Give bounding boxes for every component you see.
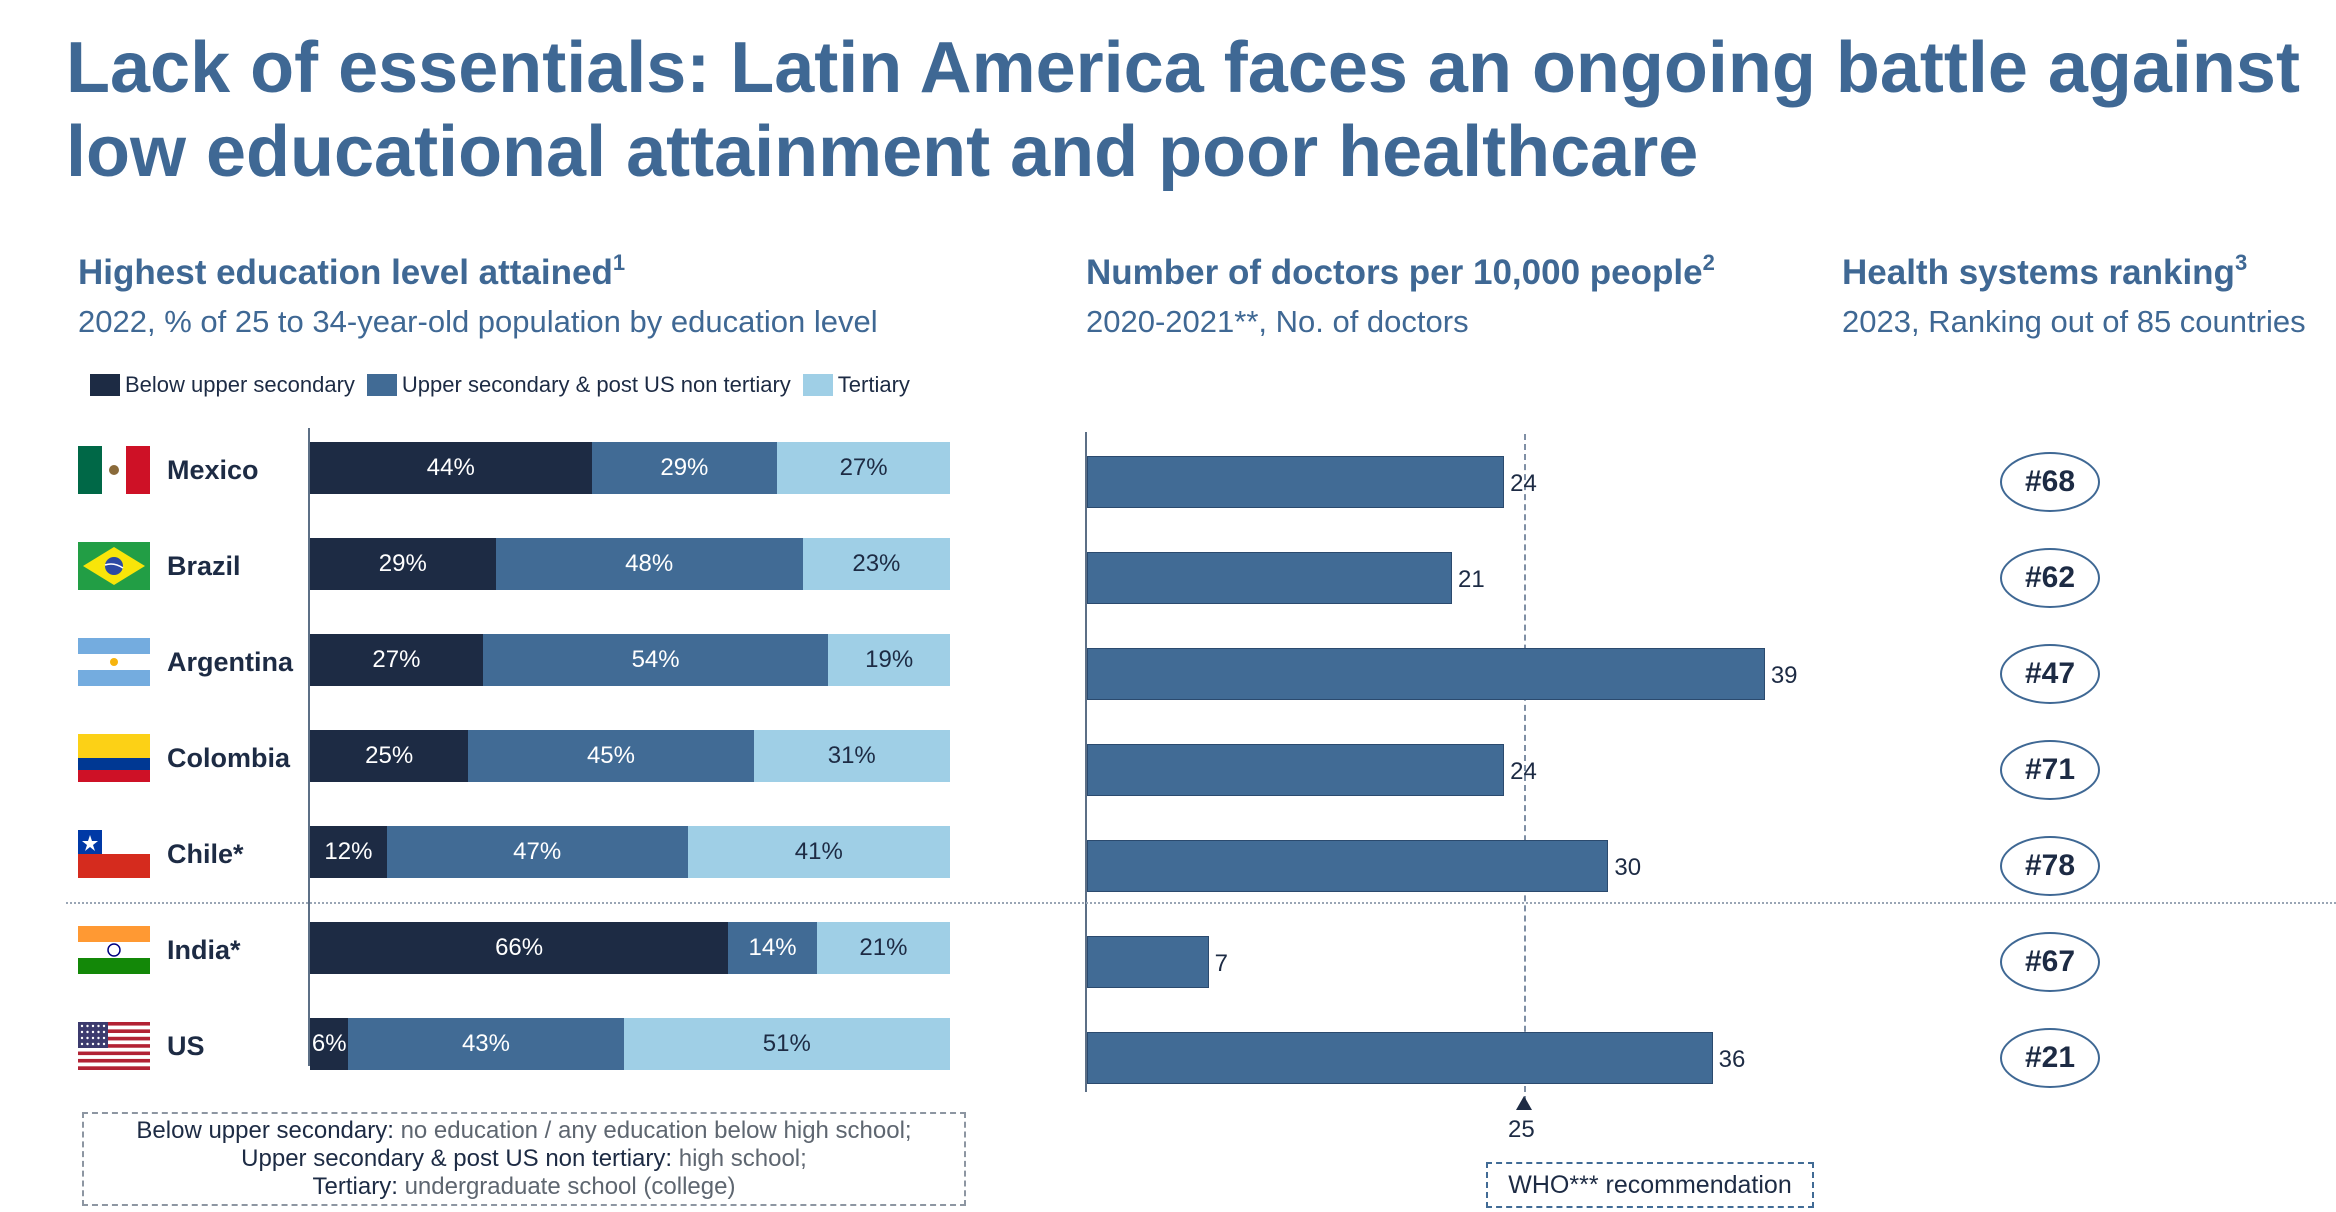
education-bar-chile: 12% 47% 41%	[310, 826, 950, 878]
doctors-value-argentina: 39	[1770, 662, 1798, 689]
legend-label-tertiary: Tertiary	[837, 372, 910, 397]
doctors-value-india: 7	[1214, 950, 1229, 977]
ranking-badge-colombia: #71	[2000, 740, 2100, 800]
education-segment-below-india: 66%	[310, 922, 729, 974]
ranking-section-subtitle: 2023, Ranking out of 85 countries	[1842, 304, 2306, 339]
education-segment-tert-us: 51%	[623, 1018, 950, 1070]
education-bar-us: 6% 43% 51%	[310, 1018, 950, 1070]
education-segment-below-mexico: 44%	[310, 442, 592, 494]
education-section-subtitle: 2022, % of 25 to 34-year-old population …	[78, 304, 878, 339]
education-bar-brazil: 29% 48% 23%	[310, 538, 950, 590]
ranking-badge-chile: #78	[2000, 836, 2100, 896]
legend-item-below: Below upper secondary	[90, 372, 355, 398]
group-divider	[66, 902, 2336, 904]
country-label-india: India*	[167, 935, 241, 965]
country-label-colombia: Colombia	[167, 743, 291, 773]
ranking-badge-argentina: #47	[2000, 644, 2100, 704]
who-marker-triangle-icon	[1516, 1096, 1532, 1110]
doctors-value-brazil: 21	[1457, 566, 1485, 593]
brazil-flag-icon	[78, 542, 150, 590]
education-axis	[308, 428, 310, 1066]
footnote-line: Upper secondary & post US non tertiary: …	[241, 1145, 807, 1172]
education-bar-argentina: 27% 54% 19%	[310, 634, 950, 686]
education-segment-tert-mexico: 27%	[777, 442, 950, 494]
education-segment-upper-mexico: 29%	[591, 442, 778, 494]
education-segment-below-brazil: 29%	[310, 538, 496, 590]
india-flag-icon	[78, 926, 150, 974]
doctors-value-chile: 30	[1614, 854, 1642, 881]
us-flag-icon	[78, 1022, 150, 1070]
doctors-value-us: 36	[1718, 1046, 1746, 1073]
ranking-badge-mexico: #68	[2000, 452, 2100, 512]
doctors-section-title: Number of doctors per 10,000 people2	[1086, 250, 1715, 292]
ranking-badge-brazil: #62	[2000, 548, 2100, 608]
doctors-bar-colombia	[1087, 744, 1505, 796]
education-segment-upper-india: 14%	[728, 922, 817, 974]
footnote-line: Below upper secondary: no education / an…	[136, 1117, 912, 1144]
country-label-us: US	[167, 1031, 205, 1061]
ranking-badge-us: #21	[2000, 1028, 2100, 1088]
doctors-bar-mexico	[1087, 456, 1505, 508]
doctors-bar-us	[1087, 1032, 1713, 1084]
education-segment-tert-colombia: 31%	[753, 730, 950, 782]
doctors-value-mexico: 24	[1510, 470, 1537, 497]
footnote-line: Tertiary: undergraduate school (college)	[312, 1173, 736, 1200]
education-segment-tert-chile: 41%	[687, 826, 950, 878]
doctors-section-subtitle: 2020-2021**, No. of doctors	[1086, 304, 1469, 339]
who-reference-value: 25	[1508, 1116, 1535, 1143]
page-title: Lack of essentials: Latin America faces …	[66, 28, 2300, 192]
legend-item-tertiary: Tertiary	[802, 372, 910, 398]
ranking-badge-india: #67	[2000, 932, 2100, 992]
doctors-bar-india	[1087, 936, 1209, 988]
colombia-flag-icon	[78, 734, 150, 782]
education-segment-upper-chile: 47%	[386, 826, 688, 878]
legend-swatch-tertiary	[802, 374, 833, 396]
country-label-chile: Chile*	[167, 839, 244, 869]
ranking-section-title: Health systems ranking3	[1842, 250, 2248, 292]
legend-label-below: Below upper secondary	[125, 372, 355, 397]
education-segment-upper-colombia: 45%	[468, 730, 754, 782]
education-segment-upper-argentina: 54%	[482, 634, 829, 686]
country-label-argentina: Argentina	[167, 647, 294, 677]
education-segment-below-us: 6%	[310, 1018, 349, 1070]
education-segment-upper-brazil: 48%	[495, 538, 803, 590]
country-label-mexico: Mexico	[167, 455, 259, 485]
doctors-bar-brazil	[1087, 552, 1452, 604]
education-section-title: Highest education level attained1	[78, 250, 626, 292]
education-legend: Below upper secondary Upper secondary & …	[90, 372, 922, 398]
education-bar-colombia: 25% 45% 31%	[310, 730, 950, 782]
legend-swatch-below	[90, 374, 120, 396]
legend-item-upper: Upper secondary & post US non tertiary	[366, 372, 791, 398]
education-segment-tert-brazil: 23%	[802, 538, 950, 590]
doctors-bar-chile	[1087, 840, 1609, 892]
education-bar-mexico: 44% 29% 27%	[310, 442, 950, 494]
education-segment-upper-us: 43%	[348, 1018, 624, 1070]
legend-swatch-upper	[366, 374, 397, 396]
who-recommendation-label: WHO*** recommendation	[1486, 1162, 1814, 1208]
mexico-flag-icon	[78, 446, 150, 494]
doctors-bar-argentina	[1087, 648, 1765, 700]
legend-label-upper: Upper secondary & post US non tertiary	[401, 372, 791, 397]
argentina-flag-icon	[78, 638, 150, 686]
doctors-value-colombia: 24	[1510, 758, 1537, 785]
education-segment-tert-india: 21%	[816, 922, 950, 974]
education-segment-below-colombia: 25%	[310, 730, 469, 782]
education-bar-india: 66% 14% 21%	[310, 922, 950, 974]
chile-flag-icon	[78, 830, 150, 878]
education-definitions-footnote: Below upper secondary: no education / an…	[82, 1112, 966, 1206]
doctors-axis	[1085, 432, 1087, 1092]
education-segment-below-argentina: 27%	[310, 634, 483, 686]
education-segment-tert-argentina: 19%	[828, 634, 950, 686]
who-reference-line	[1524, 434, 1526, 1102]
country-label-brazil: Brazil	[167, 551, 241, 581]
education-segment-below-chile: 12%	[310, 826, 387, 878]
